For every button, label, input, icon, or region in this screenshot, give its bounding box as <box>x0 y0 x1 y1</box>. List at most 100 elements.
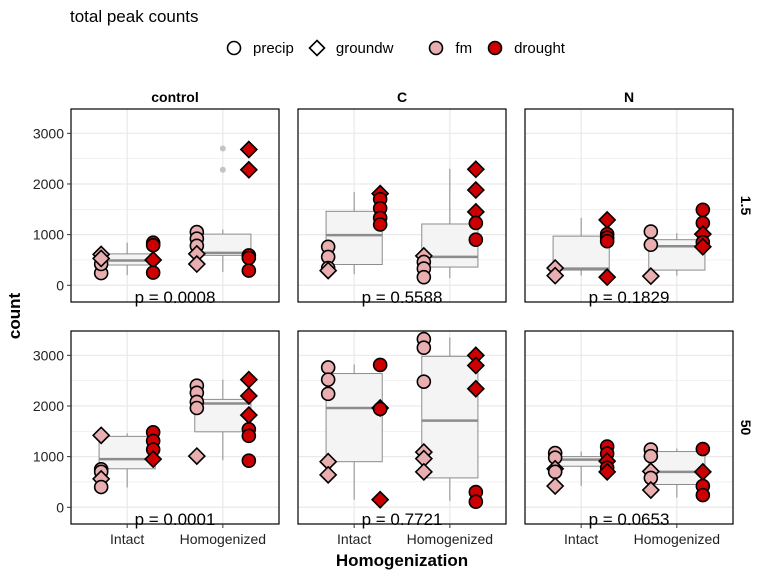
data-point-fm-diamond <box>92 249 111 268</box>
x-tick-label: Intact <box>337 531 371 547</box>
data-point-drought-circle <box>145 265 161 280</box>
data-point-fm-circle <box>547 464 563 480</box>
data-point-drought-diamond <box>466 379 485 398</box>
data-point-drought-circle <box>695 487 711 503</box>
data-point-fm-circle <box>643 448 659 464</box>
data-point-drought-diamond <box>239 160 258 179</box>
data-point-fm-diamond <box>546 476 565 496</box>
y-axis-label: count <box>5 293 24 340</box>
data-point-fm-circle <box>643 237 659 253</box>
x-tick-label: Intact <box>110 531 144 547</box>
y-tick-label: 2000 <box>33 176 64 192</box>
data-point-fm-diamond <box>319 465 338 484</box>
p-value-label: p = 0.5588 <box>362 288 443 307</box>
x-tick-label: Homogenized <box>634 531 720 547</box>
y-tick-label: 1000 <box>33 227 64 243</box>
p-value-label: p = 0.1829 <box>589 288 670 307</box>
facet-strip-label-row: 50 <box>738 420 754 436</box>
data-point-fm-circle <box>320 386 336 402</box>
y-tick-label: 0 <box>56 277 64 293</box>
data-point-drought-circle <box>372 217 388 232</box>
panel-control-50: p = 0.0001 0 1000 2000 3000 Intact Homogenized <box>33 330 280 547</box>
legend-label-precip: precip <box>253 39 294 57</box>
data-point-drought-diamond <box>466 356 485 375</box>
panel-c-1.5: p = 0.5588 <box>297 108 507 307</box>
data-point-fm-diamond <box>187 254 206 274</box>
data-point-drought-circle <box>468 494 484 510</box>
data-point-fm-circle <box>93 479 109 495</box>
legend-label-groundw: groundw <box>335 39 394 57</box>
y-tick-label: 2000 <box>33 398 64 414</box>
panel-border <box>70 330 280 525</box>
facet-strip-label-row: 1.5 <box>738 196 754 216</box>
legend-diamond-icon <box>308 39 326 57</box>
data-point-drought-diamond <box>239 140 258 159</box>
data-point-drought-diamond <box>144 450 163 469</box>
data-point-drought-circle <box>241 263 257 278</box>
legend-label-drought: drought <box>514 39 565 57</box>
y-tick-label: 1000 <box>33 449 64 465</box>
y-tick-label: 0 <box>56 499 64 515</box>
data-point-drought-circle <box>145 237 161 253</box>
data-point-fm-diamond <box>414 462 433 481</box>
x-tick-label: Homogenized <box>180 531 266 547</box>
data-point-fm-circle <box>189 400 205 416</box>
data-point-drought-diamond <box>598 268 617 287</box>
box-body <box>325 373 383 463</box>
data-point-drought-circle <box>372 357 388 373</box>
legend-drought-icon <box>487 40 503 56</box>
panel-c-50: p = 0.7721 Intact Homogenized <box>297 330 507 547</box>
box-body <box>421 223 479 268</box>
data-point-drought-diamond <box>371 490 390 509</box>
legend-item-precip: precip <box>225 39 294 57</box>
panel-border <box>524 108 734 303</box>
data-point-drought-circle <box>468 232 484 247</box>
data-point-drought-circle <box>241 428 257 444</box>
data-point-drought-circle <box>695 441 711 457</box>
box-body <box>98 435 156 470</box>
legend-title: total peak counts <box>70 7 199 26</box>
data-point-drought-diamond <box>239 370 258 389</box>
data-point-drought-circle <box>241 250 257 266</box>
data-point-fm-diamond <box>92 426 111 445</box>
panel-border <box>297 330 507 525</box>
p-value-label: p = 0.0001 <box>135 510 216 529</box>
data-point-drought-diamond <box>466 160 485 179</box>
panel-n-50: p = 0.0653 Intact Homogenized <box>524 330 734 547</box>
panel-border <box>297 108 507 303</box>
data-point-drought-diamond <box>239 386 258 405</box>
box-body <box>648 451 706 485</box>
legend-item-fm: fm <box>427 39 472 57</box>
data-point-drought-diamond <box>598 462 617 481</box>
data-point-drought-circle <box>599 233 615 249</box>
box-outlier <box>219 145 226 152</box>
y-tick-label: 3000 <box>33 125 64 141</box>
data-point-drought-circle <box>241 453 257 468</box>
box-body <box>552 235 610 271</box>
data-point-fm-diamond <box>641 267 660 286</box>
data-point-fm-circle <box>320 360 336 375</box>
p-value-label: p = 0.0653 <box>589 510 670 529</box>
facet-strip-label-n: N <box>624 89 634 105</box>
p-value-label: p = 0.0008 <box>135 288 216 307</box>
data-point-fm-diamond <box>546 266 565 285</box>
panel-control-1.5: p = 0.0008 0 1000 2000 3000 <box>33 108 280 307</box>
facet-strip-label-control: control <box>151 89 198 105</box>
data-point-fm-circle <box>416 340 432 356</box>
legend-label-fm: fm <box>455 39 473 57</box>
legend-circle-icon <box>226 40 242 56</box>
x-axis-label: Homogenization <box>336 551 468 570</box>
panel-n-1.5: p = 0.1829 <box>524 108 734 307</box>
data-point-drought-circle <box>468 215 484 231</box>
data-point-drought-circle <box>372 401 388 417</box>
data-point-drought-diamond <box>466 180 485 200</box>
box-body <box>325 210 383 266</box>
box-outlier <box>219 166 226 173</box>
data-point-drought-circle <box>695 202 711 218</box>
p-value-label: p = 0.7721 <box>362 510 443 529</box>
facet-strip-label-c: C <box>397 89 407 105</box>
legend-fm-icon <box>429 40 444 56</box>
panel-border <box>70 108 280 303</box>
legend: precip groundw fm drought <box>225 37 579 59</box>
